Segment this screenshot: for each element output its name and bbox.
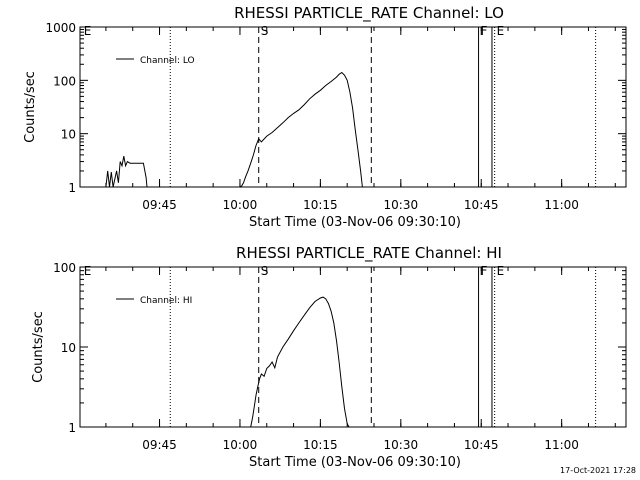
legend-label: Channel: HI [140,296,192,306]
event-marker-label: S [261,24,269,38]
x-tick-label: 11:00 [544,198,579,212]
event-marker-label: E [497,24,505,38]
event-marker-label: E [497,264,505,278]
y-tick-label: 10 [61,128,76,142]
chart-title-0: RHESSI PARTICLE_RATE Channel: LO [234,4,504,23]
x-axis-label-0: Start Time (03-Nov-06 09:30:10) [249,215,461,230]
x-tick-label: 10:15 [303,438,338,452]
x-tick-label: 09:45 [142,438,177,452]
y-tick-label: 1000 [45,21,76,35]
y-axis-label-1: Counts/sec [31,311,46,383]
x-axis-label-1: Start Time (03-Nov-06 09:30:10) [249,455,461,470]
event-marker-label: F [481,264,488,278]
y-tick-label: 100 [53,74,76,88]
y-tick-label: 10 [61,341,76,355]
legend-label: Channel: LO [140,56,195,66]
y-tick-label: 100 [53,261,76,275]
x-tick-label: 11:00 [544,438,579,452]
footer-timestamp: 17-Oct-2021 17:28 [560,466,636,475]
chart-title-1: RHESSI PARTICLE_RATE Channel: HI [236,244,502,263]
x-tick-label: 10:45 [464,198,499,212]
event-marker-label: E [84,24,92,38]
x-tick-label: 10:30 [384,198,419,212]
x-tick-label: 10:30 [384,438,419,452]
plot-frame-1 [79,266,627,428]
x-tick-label: 10:15 [303,198,338,212]
event-marker-label: F [481,24,488,38]
y-tick-label: 1 [68,421,76,435]
series-line-channel-hi [250,296,350,428]
y-tick-label: 1 [68,181,76,195]
x-tick-label: 10:00 [223,438,258,452]
x-tick-label: 10:45 [464,438,499,452]
event-marker-label: E [84,264,92,278]
series-line-channel-lo [105,71,363,188]
x-tick-label: 10:00 [223,198,258,212]
y-axis-label-0: Counts/sec [23,71,38,143]
event-marker-label: S [261,264,269,278]
x-tick-label: 09:45 [142,198,177,212]
plot-frame-0 [79,26,627,188]
